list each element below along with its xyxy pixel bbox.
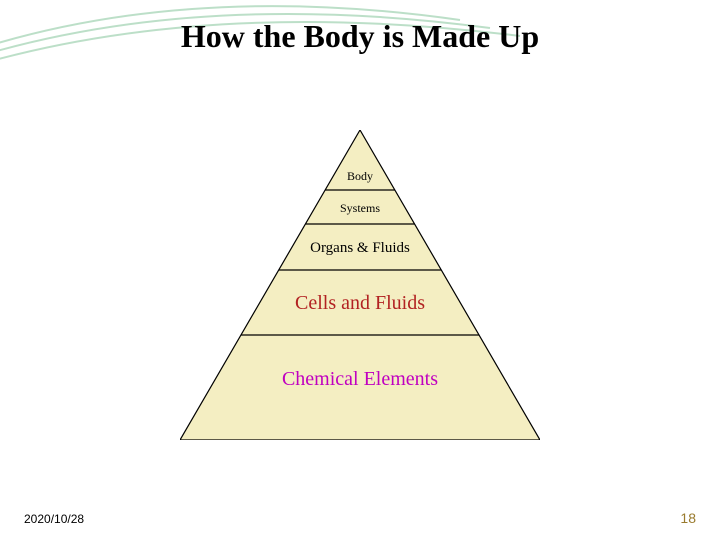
footer-page-number: 18 (680, 510, 696, 526)
pyramid-layer-4: Chemical Elements (180, 368, 540, 391)
footer-date: 2020/10/28 (24, 512, 84, 526)
pyramid-layer-1: Systems (180, 201, 540, 216)
pyramid-layer-2: Organs & Fluids (180, 240, 540, 257)
pyramid-layer-3: Cells and Fluids (180, 292, 540, 315)
page-title: How the Body is Made Up (0, 18, 720, 55)
pyramid-diagram: Body Systems Organs & Fluids Cells and Flui… (180, 130, 540, 440)
pyramid-layer-0: Body (180, 169, 540, 184)
